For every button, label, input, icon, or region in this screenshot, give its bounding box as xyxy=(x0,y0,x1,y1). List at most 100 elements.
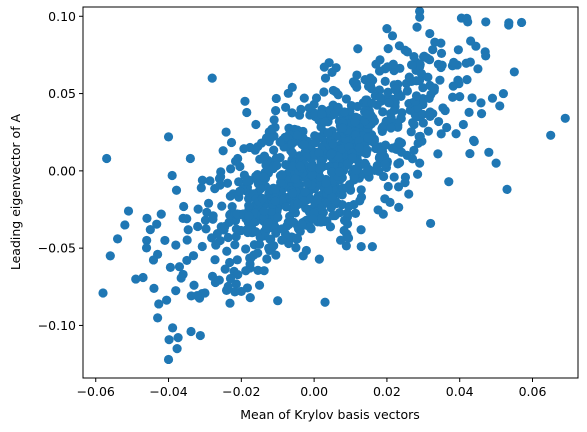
data-point-504 xyxy=(416,68,427,79)
data-point-598 xyxy=(205,176,215,186)
data-points xyxy=(98,6,570,365)
data-point-548 xyxy=(339,215,350,225)
data-point-58 xyxy=(320,297,330,307)
data-point-801 xyxy=(390,84,400,95)
data-point-857 xyxy=(415,12,425,22)
data-point-822 xyxy=(362,109,372,119)
data-point-685 xyxy=(415,59,425,70)
data-point-267 xyxy=(152,219,162,229)
data-point-569 xyxy=(216,172,226,182)
data-point-465 xyxy=(269,145,279,155)
data-point-768 xyxy=(310,131,320,141)
data-point-757 xyxy=(267,124,277,134)
data-point-763 xyxy=(365,80,376,91)
plot-frame xyxy=(82,6,579,379)
data-point-677 xyxy=(384,98,394,108)
data-point-436 xyxy=(142,213,152,223)
data-point-831 xyxy=(227,201,237,212)
data-point-105 xyxy=(491,158,501,168)
data-point-123 xyxy=(435,75,445,85)
data-point-943 xyxy=(292,130,303,141)
data-point-950 xyxy=(307,170,318,180)
data-point-360 xyxy=(320,73,331,83)
data-point-459 xyxy=(423,126,433,136)
data-point-901 xyxy=(333,102,343,112)
data-point-907 xyxy=(350,117,360,127)
data-point-725 xyxy=(164,335,174,345)
data-point-847 xyxy=(380,76,390,86)
data-point-193 xyxy=(467,93,477,103)
data-point-10 xyxy=(145,225,155,235)
data-point-985 xyxy=(293,199,303,209)
data-point-714 xyxy=(165,262,176,272)
data-point-753 xyxy=(395,139,405,149)
data-point-888 xyxy=(418,109,428,119)
data-point-897 xyxy=(325,222,336,232)
data-point-626 xyxy=(344,201,354,212)
data-point-565 xyxy=(382,62,393,72)
data-point-108 xyxy=(502,184,512,195)
data-point-559 xyxy=(173,333,183,343)
y-tick-label: −0.10 xyxy=(38,318,76,333)
y-tick-label: 0.00 xyxy=(48,163,76,178)
data-point-0 xyxy=(163,354,174,365)
data-point-434 xyxy=(271,153,281,163)
data-point-996 xyxy=(306,162,317,172)
data-point-15 xyxy=(163,132,174,142)
data-point-90 xyxy=(436,48,447,58)
data-point-816 xyxy=(172,343,182,354)
data-point-891 xyxy=(329,109,340,119)
data-point-790 xyxy=(327,192,337,202)
data-point-817 xyxy=(287,139,297,149)
data-point-413 xyxy=(352,70,362,80)
data-point-11 xyxy=(149,283,159,293)
data-point-921 xyxy=(360,158,370,168)
data-point-97 xyxy=(462,75,472,85)
data-point-40 xyxy=(254,280,265,290)
data-point-387 xyxy=(171,185,182,195)
data-point-341 xyxy=(178,213,188,223)
data-point-962 xyxy=(211,240,221,250)
data-point-17 xyxy=(171,240,181,250)
data-point-860 xyxy=(292,233,302,243)
data-point-250 xyxy=(464,107,474,117)
data-point-989 xyxy=(225,191,235,201)
data-point-984 xyxy=(287,188,298,198)
data-point-2 xyxy=(102,153,112,164)
data-point-333 xyxy=(254,239,265,249)
data-point-668 xyxy=(409,145,419,155)
data-point-104 xyxy=(487,93,498,103)
data-point-369 xyxy=(148,255,159,265)
data-point-973 xyxy=(304,103,314,113)
data-point-930 xyxy=(299,139,309,150)
data-point-663 xyxy=(400,178,410,188)
data-point-127 xyxy=(436,129,446,139)
data-point-608 xyxy=(424,93,434,103)
data-point-993 xyxy=(380,159,390,169)
data-point-347 xyxy=(222,178,233,188)
data-point-276 xyxy=(395,63,405,73)
data-point-944 xyxy=(231,224,241,234)
data-point-717 xyxy=(476,98,486,108)
data-point-555 xyxy=(273,212,283,223)
data-point-823 xyxy=(305,222,315,232)
data-point-308 xyxy=(383,181,393,192)
x-tick-label: 0.04 xyxy=(446,384,474,399)
data-point-124 xyxy=(232,255,242,265)
data-point-87 xyxy=(425,218,436,229)
x-tick-label: 0.02 xyxy=(373,384,401,399)
data-point-977 xyxy=(351,165,361,175)
data-point-800 xyxy=(226,137,237,148)
data-point-84 xyxy=(415,158,425,168)
data-point-953 xyxy=(153,313,163,323)
data-point-914 xyxy=(481,17,491,27)
data-point-109 xyxy=(509,67,519,77)
data-point-736 xyxy=(230,156,241,166)
data-point-223 xyxy=(154,299,164,309)
data-point-39 xyxy=(251,119,261,130)
y-axis-label: Leading eigenvector of A xyxy=(8,113,23,270)
data-point-976 xyxy=(362,166,372,176)
data-point-112 xyxy=(560,113,570,123)
data-point-295 xyxy=(383,44,393,54)
data-point-720 xyxy=(356,241,366,252)
